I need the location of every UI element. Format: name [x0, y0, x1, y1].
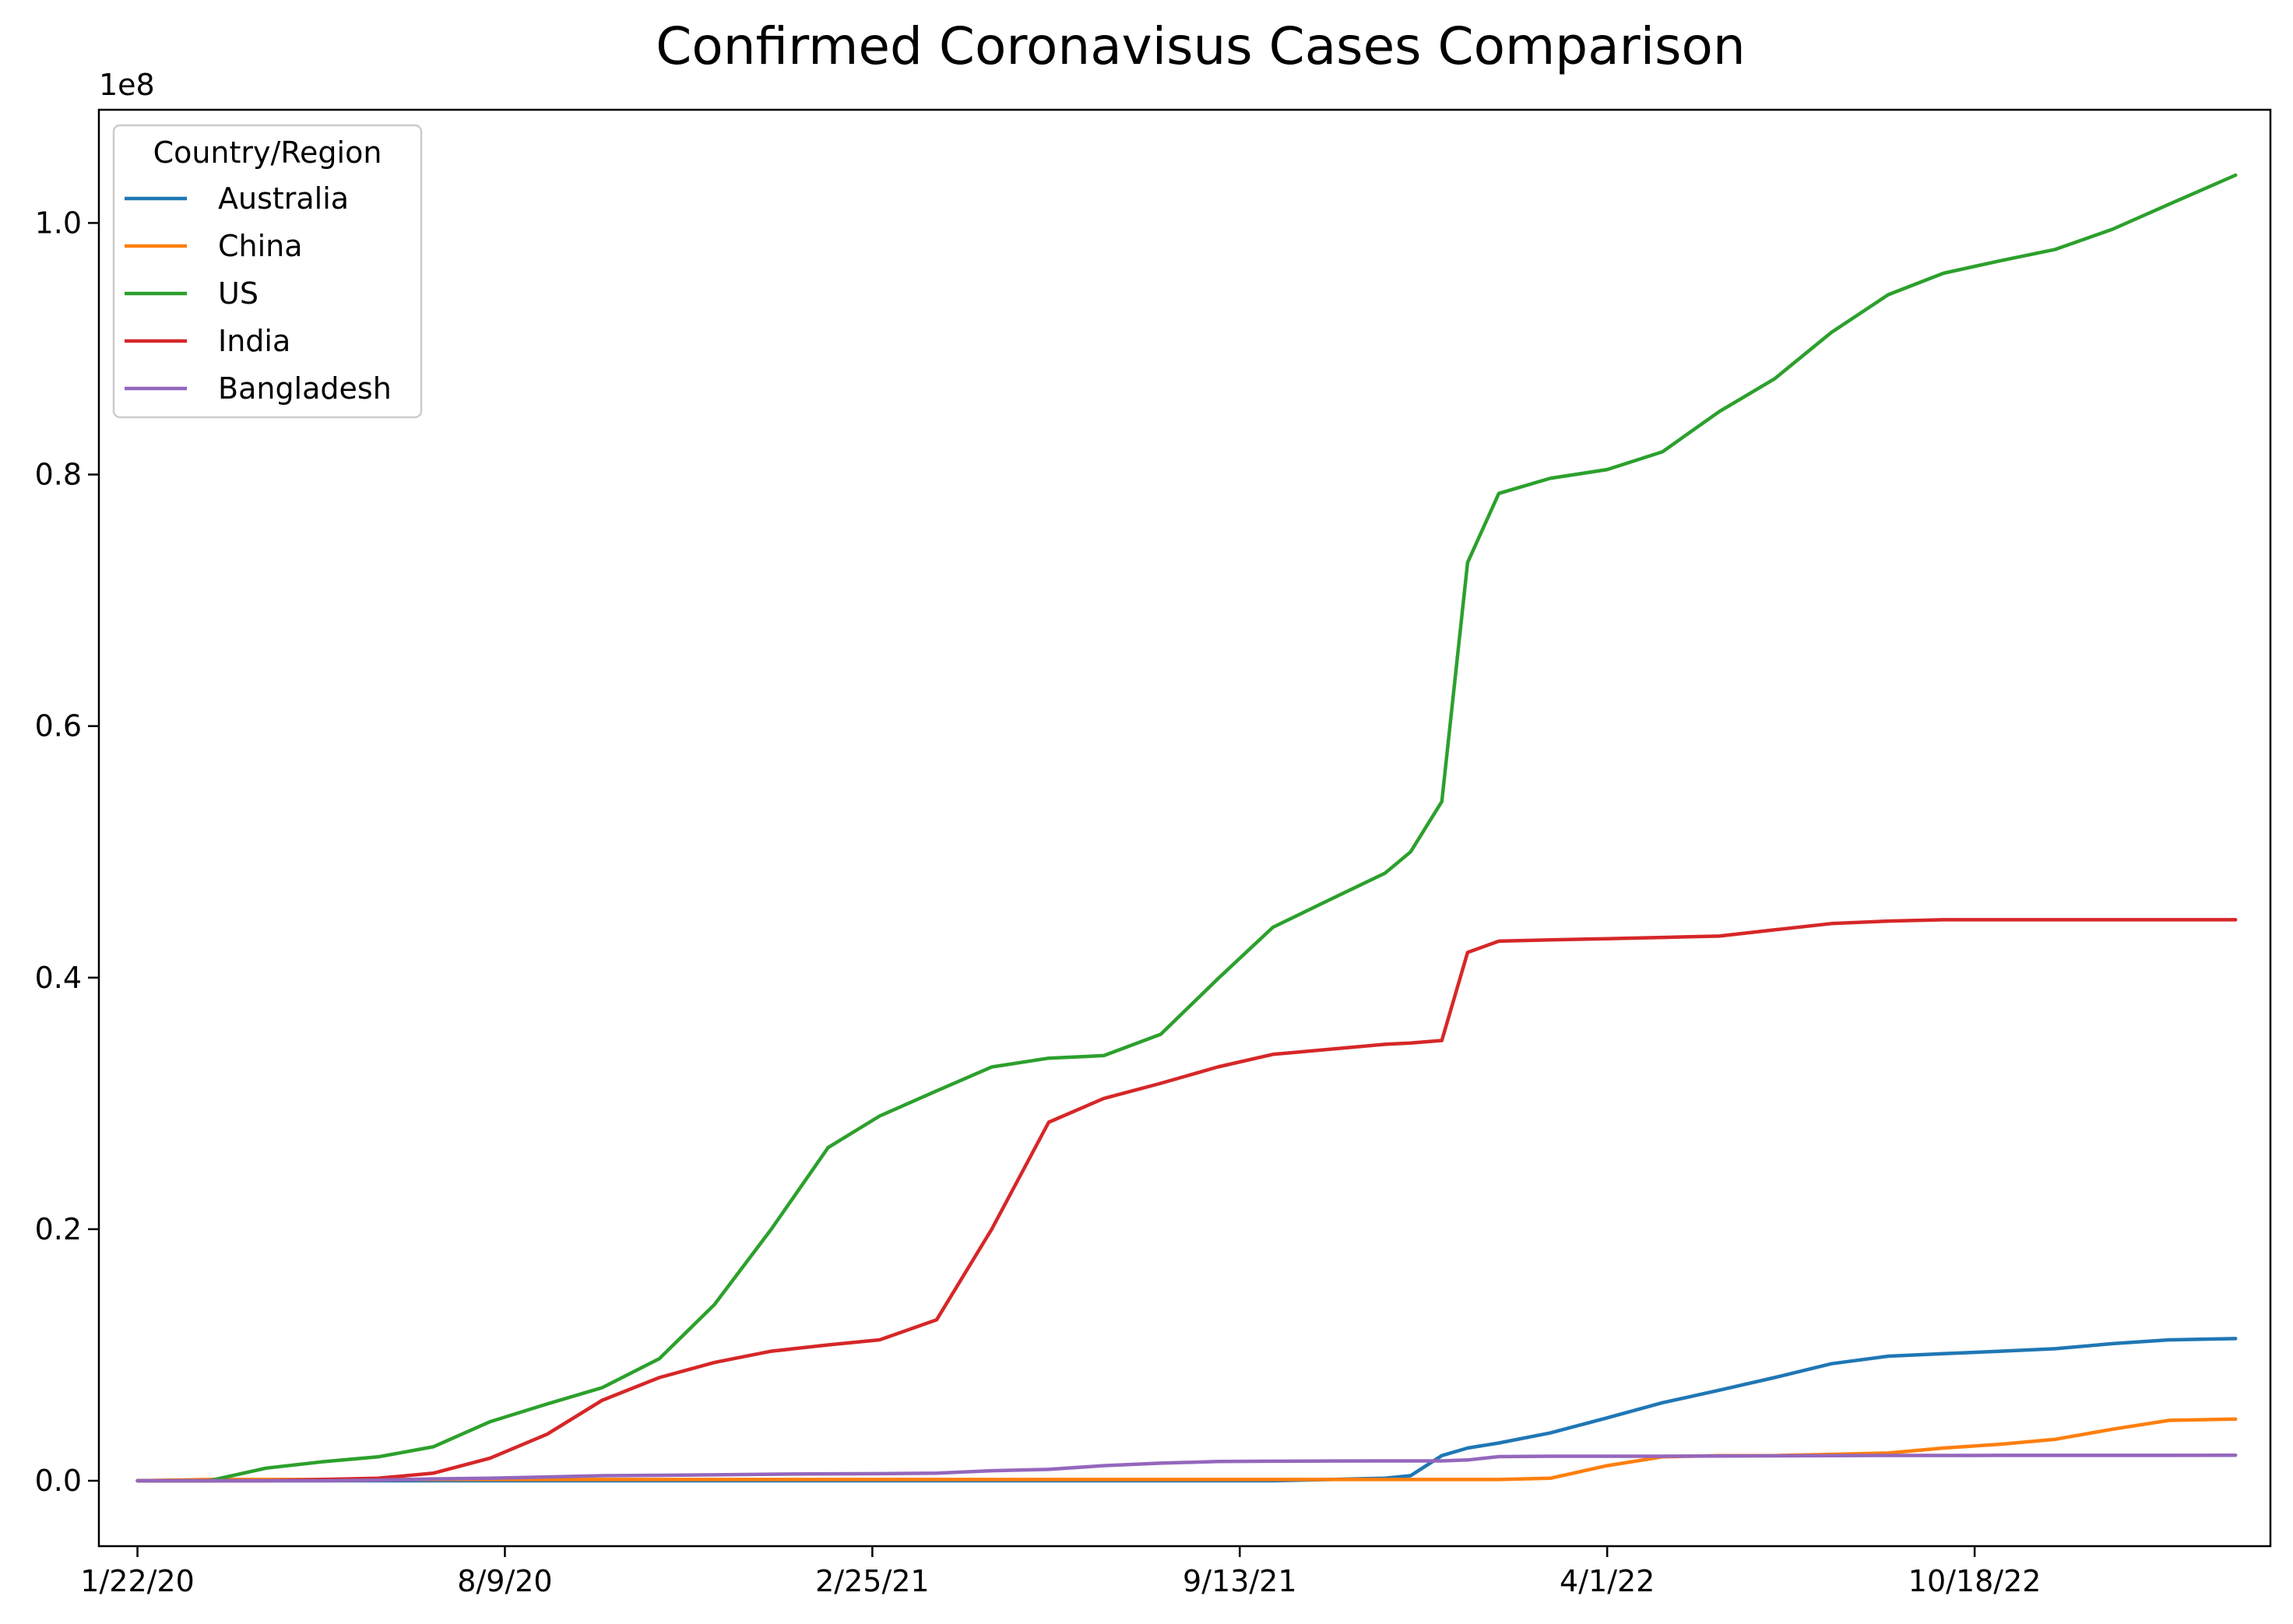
legend-label-china: China — [218, 229, 303, 263]
x-tick-label: 1/22/20 — [80, 1564, 195, 1598]
axes-frame — [97, 108, 2272, 1548]
y-tick-label: 0.2 — [35, 1212, 82, 1246]
legend-label-bangladesh: Bangladesh — [218, 371, 392, 406]
legend-label-india: India — [218, 324, 290, 358]
legend-label-us: US — [218, 276, 258, 311]
x-tick-label: 9/13/21 — [1183, 1564, 1297, 1598]
chart-title: Confirmed Coronavisus Cases Comparison — [656, 16, 1745, 76]
y-tick-label: 1.0 — [35, 206, 82, 240]
y-tick-label: 0.6 — [35, 709, 82, 743]
legend-box — [112, 124, 423, 419]
y-tick-label: 0.8 — [35, 458, 82, 492]
axes: 1/22/20 8/9/20 2/25/21 9/13/21 4/1/22 10/18/2… — [35, 108, 2272, 1598]
plot-area — [135, 173, 2238, 1483]
x-tick-label: 10/18/22 — [1908, 1564, 2042, 1598]
series-line-australia — [135, 1337, 2238, 1483]
x-tick-label: 2/25/21 — [815, 1564, 930, 1598]
x-tick-label: 4/1/22 — [1560, 1564, 1655, 1598]
y-tick-label: 0.4 — [35, 961, 82, 995]
series-line-india — [135, 918, 2238, 1483]
legend-title: Country/Region — [153, 135, 382, 170]
series-line-bangladesh — [135, 1453, 2238, 1483]
series-line-china — [135, 1417, 2238, 1483]
x-tick-label: 8/9/20 — [457, 1564, 552, 1598]
legend-label-australia: Australia — [218, 181, 349, 216]
legend: Country/Region Australia China US India Bangl… — [112, 124, 423, 419]
series-line-us — [135, 173, 2238, 1483]
y-offset-label: 1e8 — [99, 68, 155, 102]
y-tick-label: 0.0 — [35, 1464, 82, 1498]
